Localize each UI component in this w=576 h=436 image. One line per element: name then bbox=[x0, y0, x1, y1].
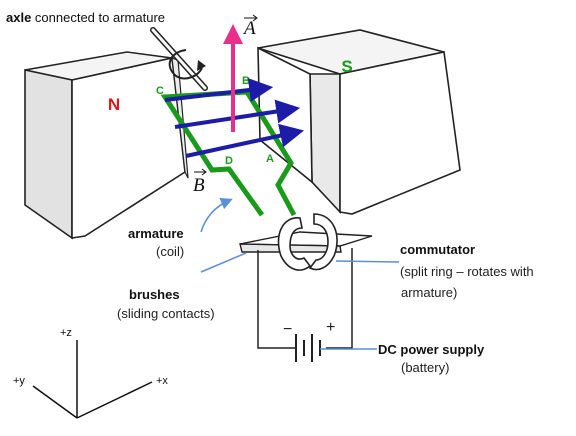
commutator-label: commutator bbox=[400, 242, 475, 257]
battery-plus-sign: + bbox=[326, 319, 335, 336]
north-magnet bbox=[24, 51, 189, 240]
axis-x-label: +x bbox=[156, 375, 168, 387]
axle-label: axle connected to armature bbox=[6, 10, 165, 25]
commutator-sublabel-1: (split ring – rotates with bbox=[400, 264, 534, 279]
armature-label: armature bbox=[128, 226, 184, 241]
axis-z-label: +z bbox=[60, 327, 72, 339]
dc-supply-sublabel: (battery) bbox=[401, 360, 449, 375]
coil-point-D: D bbox=[225, 155, 233, 167]
commutator-sublabel-2: armature) bbox=[401, 285, 457, 300]
brushes-label: brushes bbox=[129, 287, 180, 302]
vector-A-label: A bbox=[242, 18, 256, 39]
axis-y-label: +y bbox=[13, 375, 25, 387]
rotation-arrow-icon bbox=[168, 49, 203, 80]
dc-supply-label: DC power supply bbox=[378, 342, 485, 357]
brushes-sublabel: (sliding contacts) bbox=[117, 306, 215, 321]
south-pole-label: S bbox=[341, 57, 352, 76]
armature-sublabel: (coil) bbox=[156, 244, 184, 259]
vector-B-label: B bbox=[193, 175, 205, 196]
south-magnet bbox=[257, 29, 461, 215]
circuit-wires bbox=[257, 248, 353, 349]
axis-triad bbox=[32, 340, 153, 419]
battery-symbol bbox=[295, 334, 321, 362]
coil-point-B: B bbox=[242, 75, 250, 87]
pointer-lines bbox=[200, 198, 400, 350]
coil-point-C: C bbox=[156, 85, 164, 97]
coil-point-A: A bbox=[266, 153, 274, 165]
north-pole-label: N bbox=[108, 95, 120, 114]
commutator-ring bbox=[239, 213, 373, 271]
battery-minus-sign: − bbox=[283, 321, 292, 338]
